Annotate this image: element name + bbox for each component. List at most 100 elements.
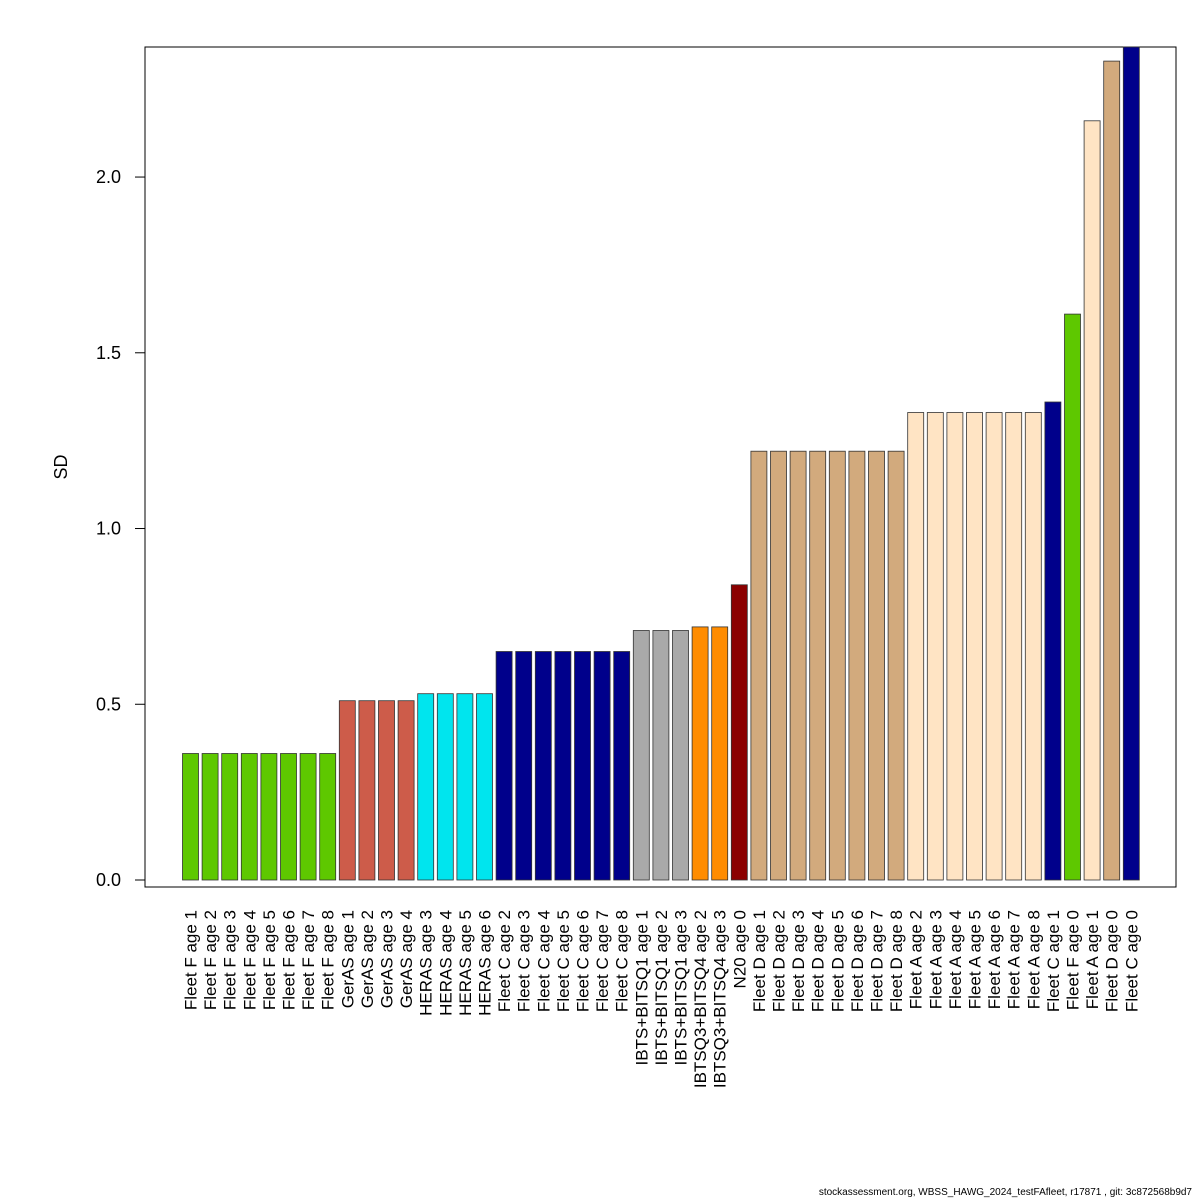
bar [280,753,297,881]
x-tick-label: N20 age 0 [730,910,749,988]
x-tick-label: Fleet F age 6 [280,910,299,1010]
bar [985,412,1003,881]
bar [417,693,435,881]
x-tick-label: Fleet D age 0 [1103,910,1122,1012]
bar [926,412,944,881]
bar [240,753,258,881]
bar [652,630,670,881]
y-axis: 0.0 0.5 1.0 1.5 2.0 [96,167,146,890]
bar [221,753,239,881]
x-tick-label: Fleet C age 4 [534,910,553,1012]
x-tick-label: Fleet A age 1 [1083,910,1102,1009]
bar [750,450,768,881]
bar [730,584,748,881]
x-tick-label: Fleet D age 2 [770,910,789,1012]
x-tick-label: Fleet C age 5 [554,910,573,1012]
bar [201,753,219,881]
x-tick-label: IBTS+BITSQ1 age 1 [632,910,651,1065]
x-tick-label: Fleet A age 6 [985,910,1004,1009]
footer-credit: stockassessment.org, WBSS_HAWG_2024_test… [818,1187,1192,1198]
bar [1005,412,1023,881]
x-tick-label: Fleet A age 4 [946,910,965,1009]
x-tick-label: HERAS age 5 [456,910,475,1016]
bar [1103,60,1121,881]
y-tick-label: 0.5 [96,694,121,714]
bar [632,630,650,881]
bar [809,450,827,881]
bar [495,651,513,881]
bar [1083,120,1101,881]
bar [946,412,964,881]
x-tick-label: HERAS age 4 [436,910,455,1016]
bar [770,450,787,881]
x-tick-label: Fleet D age 1 [750,910,769,1012]
x-tick-label: IBTSQ3+BITSQ4 age 2 [691,910,710,1088]
x-tick-label: Fleet D age 3 [789,910,808,1012]
x-tick-label: Fleet F age 5 [260,910,279,1010]
bar [574,651,591,881]
bar [299,753,317,881]
bar [554,651,572,881]
bar [182,753,199,881]
x-tick-label: Fleet F age 0 [1064,910,1083,1010]
x-tick-label: Fleet A age 5 [966,910,985,1009]
bar [966,412,983,881]
x-tick-label: IBTSQ3+BITSQ4 age 3 [711,910,730,1088]
x-tick-label: Fleet A age 7 [1005,910,1024,1009]
x-tick-label: Fleet C age 2 [495,910,514,1012]
x-tick-label: HERAS age 3 [417,910,436,1016]
bar [907,412,925,881]
x-tick-label: Fleet F age 3 [221,910,240,1010]
x-tick-label: Fleet D age 5 [828,910,847,1012]
x-tick-label: Fleet F age 1 [182,910,201,1010]
x-tick-label: Fleet C age 0 [1122,910,1141,1012]
bar [338,700,356,881]
x-tick-label: IBTS+BITSQ1 age 2 [652,910,671,1065]
bar [436,693,454,881]
bar [456,693,474,881]
x-tick-label: GerAS age 3 [378,910,397,1008]
y-tick-label: 1.0 [96,519,121,539]
x-tick-label: GerAS age 2 [358,910,377,1008]
bar [691,626,709,881]
x-tick-label: Fleet F age 7 [299,910,318,1010]
bar [358,700,376,881]
bar [260,753,278,881]
x-tick-label: IBTS+BITSQ1 age 3 [672,910,691,1065]
x-tick-label: Fleet C age 1 [1044,910,1063,1012]
x-tick-label: Fleet D age 8 [887,910,906,1012]
x-tick-label: Fleet A age 8 [1024,910,1043,1009]
x-tick-label: Fleet C age 7 [593,910,612,1012]
bar [1064,313,1081,881]
bar [613,651,631,881]
x-tick-label: Fleet D age 4 [809,910,828,1012]
bar [848,450,866,881]
x-tick-label: Fleet A age 3 [926,910,945,1009]
y-tick-label: 0.0 [96,870,121,890]
x-tick-label: Fleet C age 8 [613,910,632,1012]
y-axis-label: SD [51,454,71,479]
bar [789,450,807,881]
x-tick-label: Fleet D age 6 [848,910,867,1012]
bar [593,651,611,881]
x-tick-label: GerAS age 1 [338,910,357,1008]
bar [1024,412,1042,881]
x-tick-label: Fleet A age 2 [907,910,926,1009]
bar [1122,46,1140,881]
bars [182,46,1140,881]
bar [515,651,533,881]
bar [534,651,552,881]
x-tick-label: Fleet F age 4 [240,910,259,1010]
x-tick-label: Fleet D age 7 [868,910,887,1012]
bar [711,626,729,881]
bar [378,700,395,881]
bar [672,630,689,881]
bar [868,450,885,881]
bar [476,693,493,881]
y-tick-label: 1.5 [96,343,121,363]
bar [319,753,337,881]
x-tick-label: Fleet F age 2 [201,910,220,1010]
bar [887,450,905,881]
